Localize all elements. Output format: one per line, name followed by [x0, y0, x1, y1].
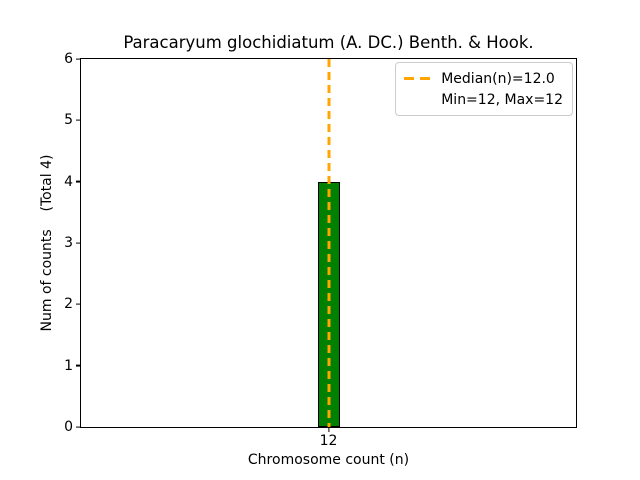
y-tick-label-3: 3: [64, 235, 73, 251]
y-tick-label-4: 4: [64, 173, 73, 190]
legend-entry-median: Median(n)=12.0: [404, 68, 563, 89]
x-tick-label-12: 12: [319, 433, 338, 449]
y-tick-mark-4: [76, 181, 80, 183]
y-tick-label-5: 5: [64, 112, 73, 129]
y-axis-label: Num of counts (Total 4): [39, 154, 55, 332]
y-tick-mark-1: [76, 365, 80, 367]
legend-entry-minmax: Min=12, Max=12: [404, 89, 563, 110]
median-line: [327, 59, 330, 427]
y-tick-mark-6: [76, 58, 80, 60]
y-tick-label-0: 0: [64, 419, 73, 435]
legend-handle-empty: [404, 98, 430, 101]
x-axis-label: Chromosome count (n): [247, 452, 410, 468]
y-tick-mark-5: [76, 119, 80, 121]
x-tick-mark-12: [327, 428, 330, 432]
y-tick-mark-0: [76, 426, 80, 428]
plot-area: Median(n)=12.0 Min=12, Max=12 0 1 2 3 4 5 6 12: [64, 52, 577, 448]
legend-label-median: Median(n)=12.0: [441, 70, 555, 87]
chart-title: Paracaryum glochidiatum (A. DC.) Benth. …: [123, 33, 534, 52]
y-tick-label-2: 2: [64, 296, 73, 313]
y-tick-mark-3: [76, 242, 80, 244]
y-tick-mark-2: [76, 303, 80, 305]
legend-label-minmax: Min=12, Max=12: [441, 91, 563, 108]
y-tick-label-6: 6: [64, 51, 73, 67]
y-tick-label-1: 1: [64, 357, 73, 374]
legend: Median(n)=12.0 Min=12, Max=12: [395, 62, 573, 116]
median-dashed-line-sample: [404, 77, 431, 80]
